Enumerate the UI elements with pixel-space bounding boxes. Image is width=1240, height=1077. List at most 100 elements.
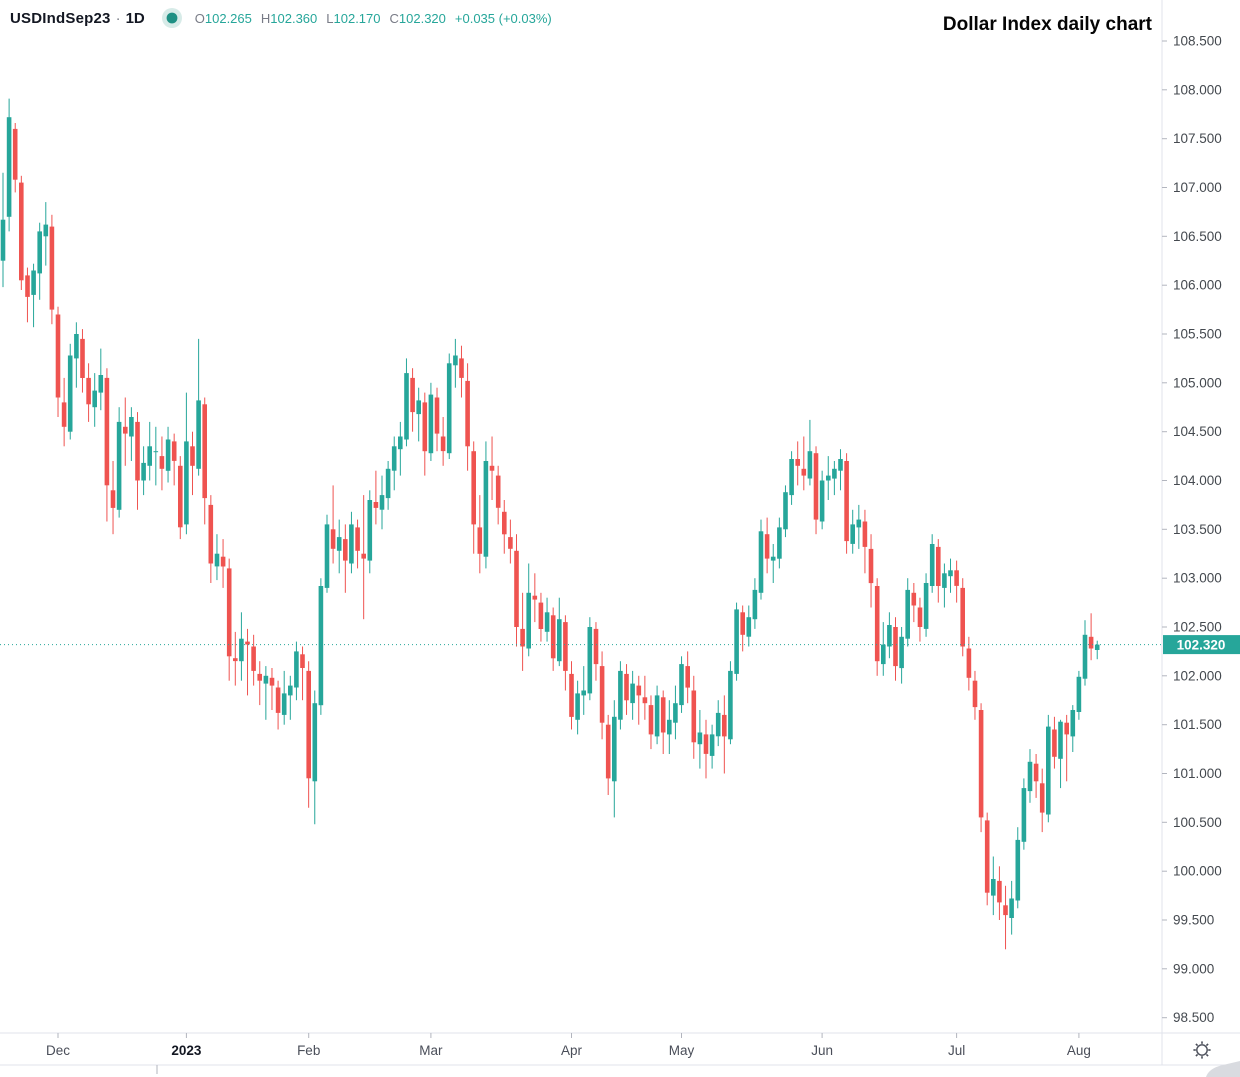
candle[interactable] [526,563,531,657]
candle[interactable] [471,441,476,554]
candle[interactable] [116,407,122,518]
candle[interactable] [703,719,709,779]
candle[interactable] [190,431,195,496]
candle[interactable] [911,583,917,623]
candle[interactable] [343,524,348,593]
candle[interactable] [844,453,849,554]
candle[interactable] [269,668,275,710]
candle[interactable] [483,441,489,569]
candle[interactable] [532,573,538,623]
candle[interactable] [1052,716,1057,769]
candle[interactable] [98,348,104,411]
candle[interactable] [991,856,996,916]
candle[interactable] [722,695,727,774]
candle[interactable] [361,495,366,620]
candle[interactable] [777,517,782,569]
candle[interactable] [49,214,55,325]
candle[interactable] [92,373,97,427]
candle[interactable] [80,329,85,393]
candle[interactable] [758,519,764,600]
candle[interactable] [306,661,311,808]
candle[interactable] [453,338,458,388]
candle[interactable] [171,433,177,486]
candle[interactable] [728,661,733,745]
candle[interactable] [673,685,678,740]
candle[interactable] [887,612,892,659]
candle[interactable] [709,724,715,769]
candle[interactable] [520,592,525,671]
candle[interactable] [770,544,776,583]
candle[interactable] [1027,749,1033,803]
candle[interactable] [336,519,342,574]
candle[interactable] [917,597,923,642]
candle[interactable] [196,338,201,476]
candle[interactable] [1039,768,1045,833]
candle[interactable] [404,358,409,447]
candle[interactable] [838,449,843,491]
candle[interactable] [734,602,739,681]
candle[interactable] [660,690,666,755]
candle[interactable] [550,607,556,671]
candle[interactable] [55,306,61,417]
candle[interactable] [104,368,110,522]
candle[interactable] [624,664,629,715]
candle[interactable] [1058,719,1063,789]
candle[interactable] [459,345,464,398]
candle[interactable] [61,377,67,447]
candle[interactable] [581,666,586,715]
candle[interactable] [1082,620,1088,686]
candle[interactable] [856,504,862,549]
candle[interactable] [275,680,281,730]
candle[interactable] [972,670,978,720]
candle[interactable] [1033,754,1039,798]
candle[interactable] [997,866,1002,920]
gear-icon[interactable] [1193,1041,1211,1059]
candle[interactable] [715,700,721,747]
candle[interactable] [446,353,452,460]
candle[interactable] [740,605,745,652]
candle[interactable] [679,656,684,713]
candle[interactable] [6,98,12,232]
candle[interactable] [208,495,214,583]
timeframe-label[interactable]: 1D [125,9,145,27]
candle[interactable] [147,421,152,481]
candle[interactable] [1070,705,1076,752]
candle[interactable] [202,397,207,525]
candle[interactable] [153,426,159,486]
candle[interactable] [178,456,183,540]
candle[interactable] [367,490,373,574]
candle[interactable] [636,675,642,725]
candle[interactable] [159,436,165,491]
candle[interactable] [966,636,972,691]
candle[interactable] [654,685,660,745]
candle[interactable] [428,382,434,461]
candle[interactable] [697,710,703,769]
candle[interactable] [391,436,397,491]
candle[interactable] [349,511,354,574]
candle[interactable] [239,612,244,681]
candle[interactable] [508,519,513,564]
candle[interactable] [960,578,965,657]
candle[interactable] [929,534,935,593]
candle[interactable] [752,578,758,629]
candle[interactable] [618,661,623,730]
candle[interactable] [575,680,580,735]
candle[interactable] [465,363,470,471]
candle[interactable] [948,558,953,593]
candle[interactable] [288,675,293,720]
candle[interactable] [923,573,929,637]
candle[interactable] [416,387,421,442]
candle[interactable] [764,517,770,574]
candle[interactable] [1088,613,1094,661]
candle[interactable] [746,605,752,647]
candle[interactable] [893,617,898,681]
candle[interactable] [398,421,403,476]
candle[interactable] [12,123,18,193]
candle[interactable] [605,714,611,795]
candle[interactable] [850,509,855,554]
candle[interactable] [312,690,318,825]
candle[interactable] [868,534,874,608]
candle[interactable] [642,675,648,720]
candle[interactable] [630,670,635,720]
